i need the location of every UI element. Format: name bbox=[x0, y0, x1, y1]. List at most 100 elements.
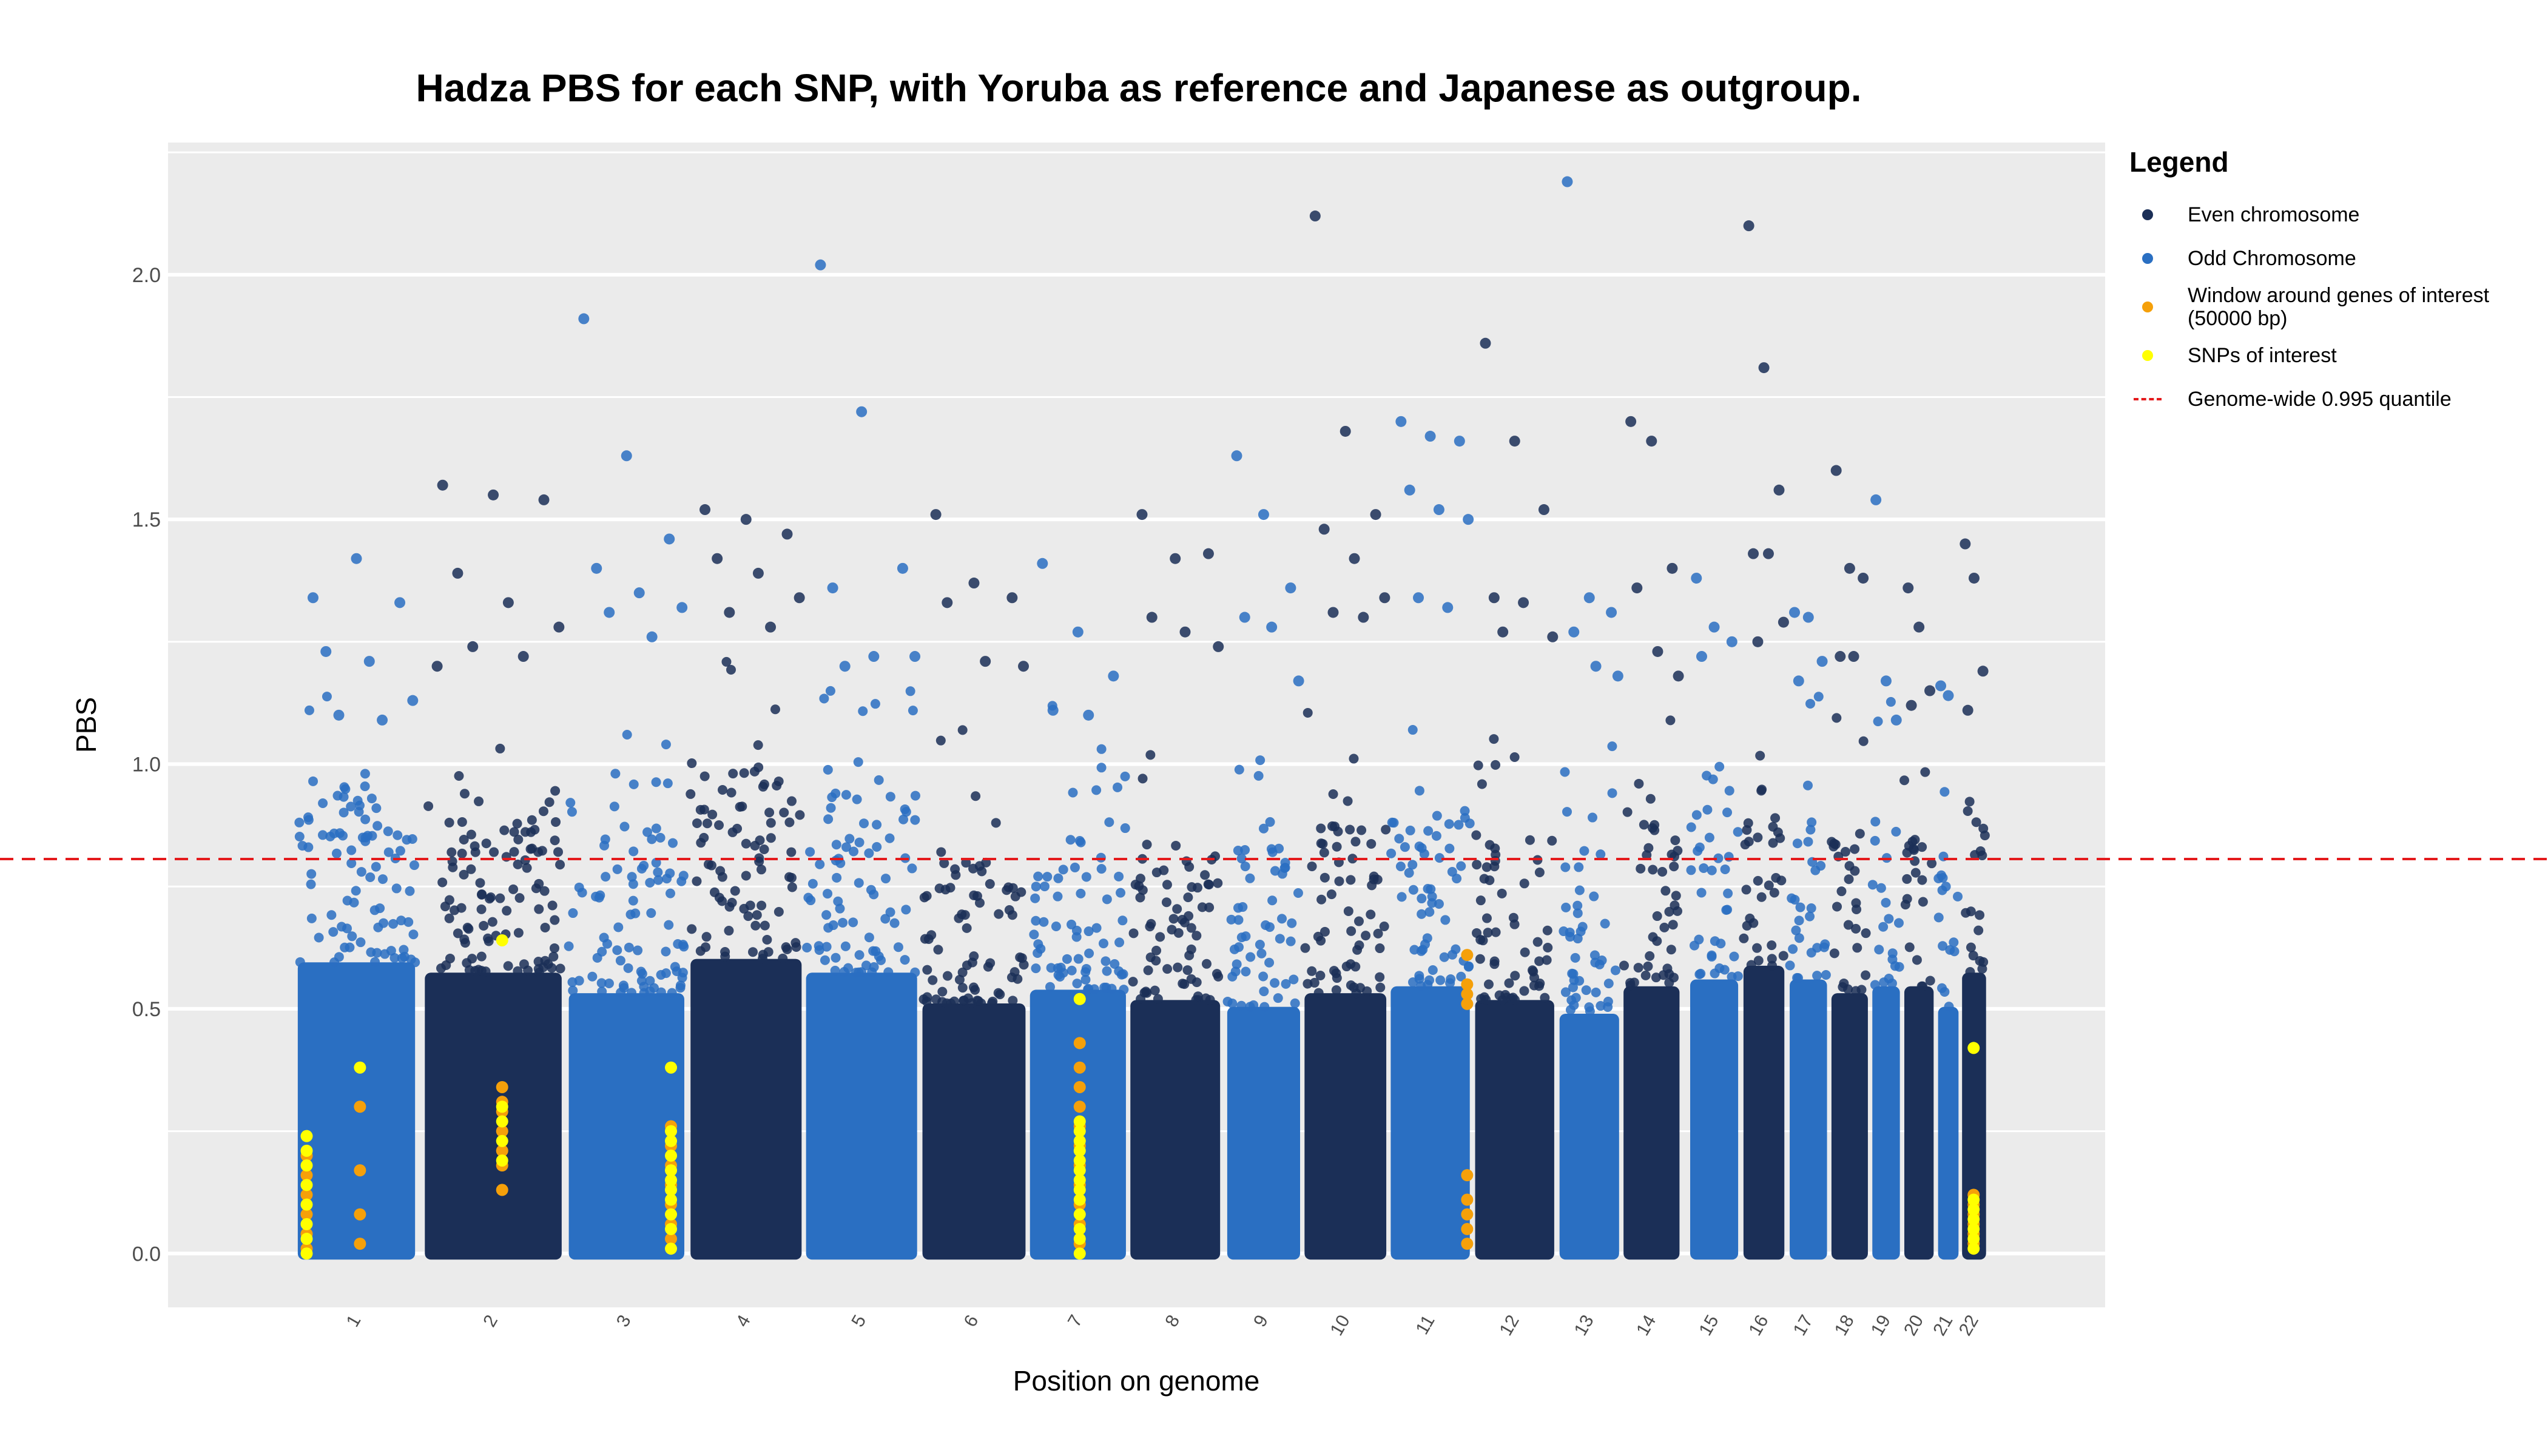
snp-point bbox=[1867, 880, 1878, 890]
outlier-point bbox=[1047, 704, 1059, 716]
outlier-point bbox=[1370, 509, 1381, 521]
outlier-point bbox=[1463, 514, 1474, 525]
snp-point bbox=[778, 953, 788, 963]
outlier-point bbox=[897, 562, 908, 574]
snp-point bbox=[1643, 961, 1653, 971]
snp-point bbox=[866, 885, 876, 895]
snp-point bbox=[1891, 826, 1901, 837]
outlier-point bbox=[604, 607, 615, 618]
chromosome-band-8 bbox=[1130, 1000, 1221, 1260]
snp-point bbox=[1427, 891, 1437, 902]
snp-of-interest-point bbox=[496, 1154, 508, 1167]
snp-point bbox=[389, 952, 400, 963]
window-point bbox=[1461, 1238, 1474, 1250]
snp-point bbox=[547, 900, 558, 911]
snp-point bbox=[444, 913, 454, 923]
snp-point bbox=[1753, 956, 1764, 966]
snp-point bbox=[1707, 865, 1717, 875]
y-axis-title: PBS bbox=[70, 697, 102, 753]
snp-point bbox=[881, 874, 891, 884]
snp-point bbox=[959, 996, 969, 1006]
snp-point bbox=[459, 934, 470, 945]
outlier-point bbox=[1037, 558, 1048, 569]
snp-point bbox=[609, 801, 619, 812]
snp-point bbox=[383, 847, 394, 857]
snp-point bbox=[1619, 960, 1630, 971]
snp-point bbox=[1080, 967, 1091, 977]
snp-point bbox=[629, 779, 639, 789]
snp-of-interest-point bbox=[665, 1242, 678, 1255]
outlier-point bbox=[781, 528, 793, 540]
outlier-point bbox=[1562, 176, 1573, 187]
chromosome-band-2 bbox=[425, 972, 562, 1260]
snp-point bbox=[985, 958, 996, 968]
snp-point bbox=[692, 818, 703, 828]
snp-point bbox=[396, 915, 406, 926]
snp-point bbox=[1858, 736, 1869, 746]
snp-point bbox=[1768, 838, 1778, 848]
snp-point bbox=[1395, 861, 1406, 872]
snp-point bbox=[1230, 966, 1241, 977]
outlier-point bbox=[1646, 436, 1657, 447]
chromosome-band-13 bbox=[1559, 1013, 1619, 1260]
snp-point bbox=[1532, 937, 1543, 947]
outlier-point bbox=[1778, 616, 1789, 628]
snp-point bbox=[721, 656, 732, 667]
snp-point bbox=[922, 891, 932, 901]
snp-point bbox=[444, 895, 454, 905]
snp-point bbox=[1581, 985, 1591, 996]
window-point bbox=[496, 1080, 508, 1093]
snp-point bbox=[1686, 822, 1696, 832]
snp-point bbox=[985, 879, 995, 889]
snp-point bbox=[763, 947, 774, 957]
snp-point bbox=[1792, 838, 1802, 849]
snp-point bbox=[759, 844, 769, 854]
snp-point bbox=[597, 946, 607, 957]
snp-point bbox=[1155, 932, 1165, 942]
snp-of-interest-point bbox=[665, 1134, 678, 1147]
snp-point bbox=[752, 910, 762, 920]
snp-point bbox=[1375, 972, 1385, 982]
snp-point bbox=[1150, 985, 1160, 996]
x-tick-label: 12 bbox=[1496, 1312, 1523, 1339]
snp-point bbox=[849, 846, 859, 857]
outlier-point bbox=[1752, 636, 1764, 647]
snp-point bbox=[1104, 817, 1114, 827]
snp-point bbox=[1045, 982, 1055, 992]
snp-point bbox=[453, 928, 463, 939]
snp-point bbox=[1300, 943, 1310, 953]
snp-point bbox=[1381, 824, 1391, 835]
snp-point bbox=[379, 918, 389, 928]
outlier-point bbox=[1789, 607, 1801, 618]
snp-point bbox=[1890, 961, 1900, 971]
snp-point bbox=[1964, 797, 1975, 807]
snp-point bbox=[823, 764, 833, 775]
snp-point bbox=[1850, 844, 1860, 854]
snp-point bbox=[1143, 965, 1153, 976]
snp-point bbox=[1274, 843, 1284, 854]
snp-point bbox=[1965, 967, 1975, 977]
x-tick-label: 13 bbox=[1571, 1312, 1598, 1339]
snp-point bbox=[1743, 818, 1753, 828]
snp-point bbox=[568, 908, 578, 918]
snp-point bbox=[1349, 753, 1359, 764]
snp-point bbox=[961, 858, 971, 868]
snp-point bbox=[1151, 956, 1161, 966]
outlier-point bbox=[1816, 656, 1828, 667]
outlier-point bbox=[633, 587, 645, 599]
snp-point bbox=[1031, 881, 1041, 892]
snp-point bbox=[820, 955, 830, 965]
snp-point bbox=[1408, 885, 1418, 895]
outlier-point bbox=[1977, 666, 1989, 677]
snp-of-interest-point bbox=[1967, 1213, 1980, 1225]
snp-point bbox=[757, 900, 767, 911]
snp-point bbox=[701, 932, 712, 942]
snp-point bbox=[1309, 977, 1320, 988]
snp-point bbox=[1562, 807, 1572, 817]
snp-point bbox=[538, 806, 548, 817]
snp-point bbox=[1366, 909, 1376, 920]
snp-point bbox=[942, 971, 952, 981]
x-tick-label: 22 bbox=[1955, 1312, 1983, 1339]
snp-point bbox=[1810, 865, 1821, 875]
